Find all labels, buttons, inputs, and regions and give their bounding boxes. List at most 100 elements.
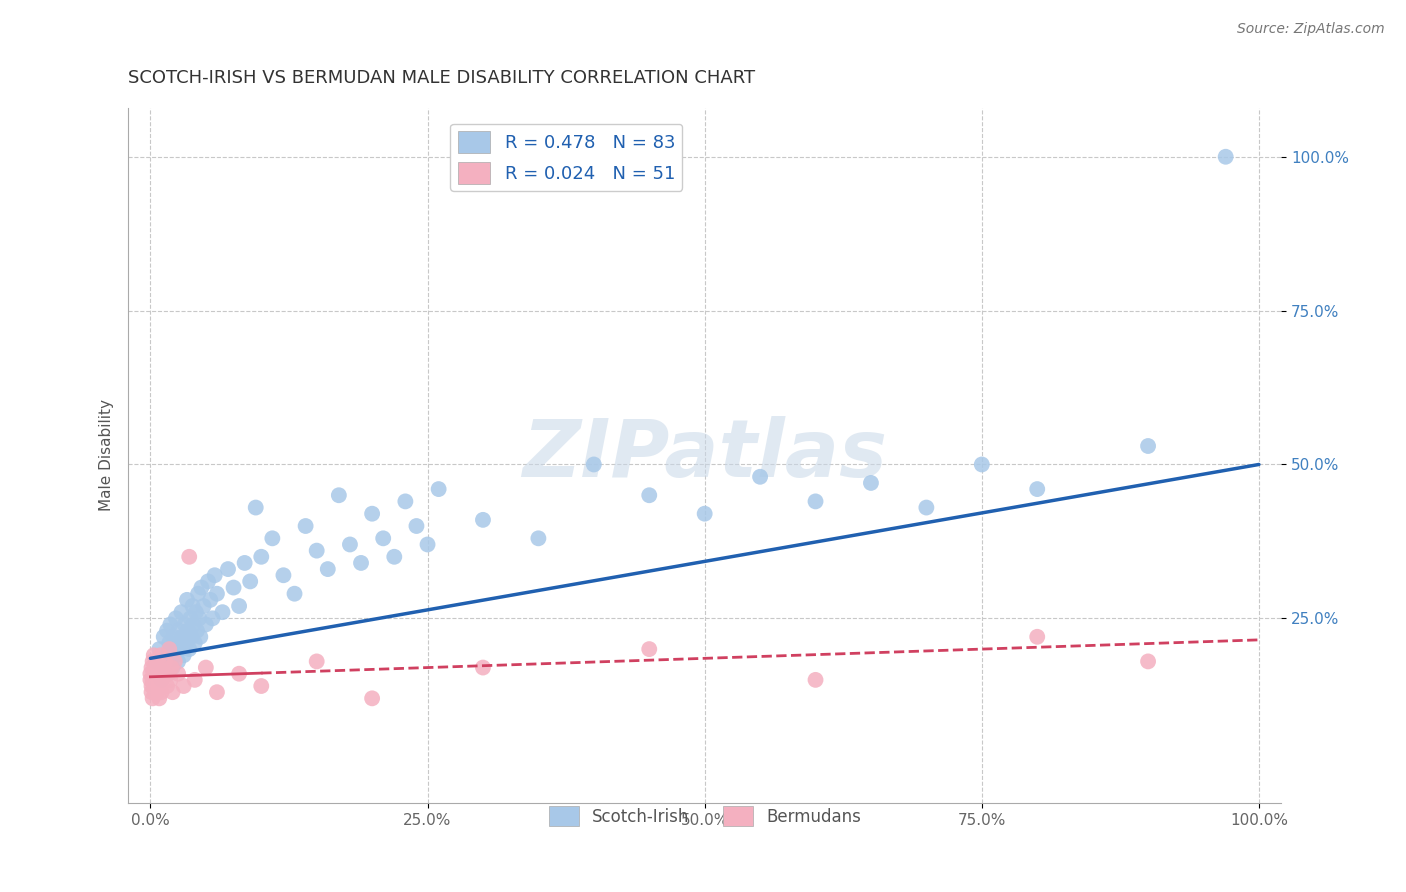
Point xyxy=(197,574,219,589)
Point xyxy=(416,537,439,551)
Point xyxy=(1137,439,1160,453)
Point xyxy=(339,537,361,551)
Point xyxy=(1026,630,1049,644)
Point xyxy=(187,587,209,601)
Point xyxy=(156,679,179,693)
Point xyxy=(148,691,170,706)
Point xyxy=(382,549,405,564)
Point xyxy=(181,599,204,613)
Point xyxy=(149,648,172,663)
Point xyxy=(749,470,772,484)
Point xyxy=(174,636,197,650)
Point xyxy=(146,666,169,681)
Point xyxy=(173,679,195,693)
Point xyxy=(250,679,273,693)
Point xyxy=(152,660,174,674)
Point xyxy=(157,666,180,681)
Text: SCOTCH-IRISH VS BERMUDAN MALE DISABILITY CORRELATION CHART: SCOTCH-IRISH VS BERMUDAN MALE DISABILITY… xyxy=(128,69,755,87)
Point xyxy=(160,660,183,674)
Point xyxy=(146,685,169,699)
Point xyxy=(472,513,495,527)
Point xyxy=(915,500,938,515)
Point xyxy=(201,611,224,625)
Point xyxy=(142,648,165,663)
Point xyxy=(142,679,165,693)
Point xyxy=(188,611,211,625)
Point xyxy=(159,673,181,687)
Point xyxy=(405,519,427,533)
Point xyxy=(142,666,165,681)
Point xyxy=(148,666,170,681)
Point xyxy=(150,673,173,687)
Point xyxy=(163,630,186,644)
Point xyxy=(159,617,181,632)
Point xyxy=(205,587,228,601)
Point xyxy=(163,654,186,668)
Point xyxy=(582,458,605,472)
Point xyxy=(157,636,180,650)
Point xyxy=(245,500,267,515)
Text: Source: ZipAtlas.com: Source: ZipAtlas.com xyxy=(1237,22,1385,37)
Point xyxy=(180,630,202,644)
Point xyxy=(194,660,217,674)
Point xyxy=(142,673,165,687)
Point xyxy=(143,660,166,674)
Point xyxy=(211,605,233,619)
Point xyxy=(394,494,416,508)
Point xyxy=(141,685,163,699)
Point xyxy=(160,642,183,657)
Point xyxy=(177,624,200,638)
Point xyxy=(283,587,305,601)
Y-axis label: Male Disability: Male Disability xyxy=(100,400,114,511)
Point xyxy=(169,642,191,657)
Point xyxy=(173,648,195,663)
Point xyxy=(172,630,194,644)
Point xyxy=(527,531,550,545)
Point xyxy=(186,624,208,638)
Point xyxy=(193,599,215,613)
Point xyxy=(184,605,207,619)
Point xyxy=(176,592,198,607)
Point xyxy=(804,494,827,508)
Point xyxy=(250,549,273,564)
Point xyxy=(472,660,495,674)
Point xyxy=(183,617,205,632)
Point xyxy=(273,568,295,582)
Point xyxy=(152,630,174,644)
Point xyxy=(173,617,195,632)
Point xyxy=(204,568,226,582)
Point xyxy=(141,679,163,693)
Point xyxy=(165,611,187,625)
Point xyxy=(162,685,184,699)
Point xyxy=(148,660,170,674)
Point xyxy=(157,642,180,657)
Point xyxy=(294,519,316,533)
Point xyxy=(184,673,207,687)
Point xyxy=(143,673,166,687)
Point xyxy=(167,654,190,668)
Point xyxy=(162,660,184,674)
Point xyxy=(139,666,162,681)
Point xyxy=(148,642,170,657)
Point xyxy=(638,642,661,657)
Point xyxy=(156,624,179,638)
Point xyxy=(145,654,167,668)
Point xyxy=(1137,654,1160,668)
Point xyxy=(163,648,186,663)
Point xyxy=(200,592,222,607)
Legend: Scotch-Irish, Bermudans: Scotch-Irish, Bermudans xyxy=(541,799,868,833)
Point xyxy=(179,642,201,657)
Point xyxy=(159,654,181,668)
Point xyxy=(148,673,170,687)
Point xyxy=(693,507,716,521)
Point xyxy=(262,531,284,545)
Text: ZIPatlas: ZIPatlas xyxy=(522,417,887,494)
Point xyxy=(804,673,827,687)
Point xyxy=(190,581,212,595)
Point xyxy=(184,636,207,650)
Point xyxy=(141,660,163,674)
Point xyxy=(179,549,201,564)
Point xyxy=(150,685,173,699)
Point xyxy=(157,666,180,681)
Point xyxy=(166,636,188,650)
